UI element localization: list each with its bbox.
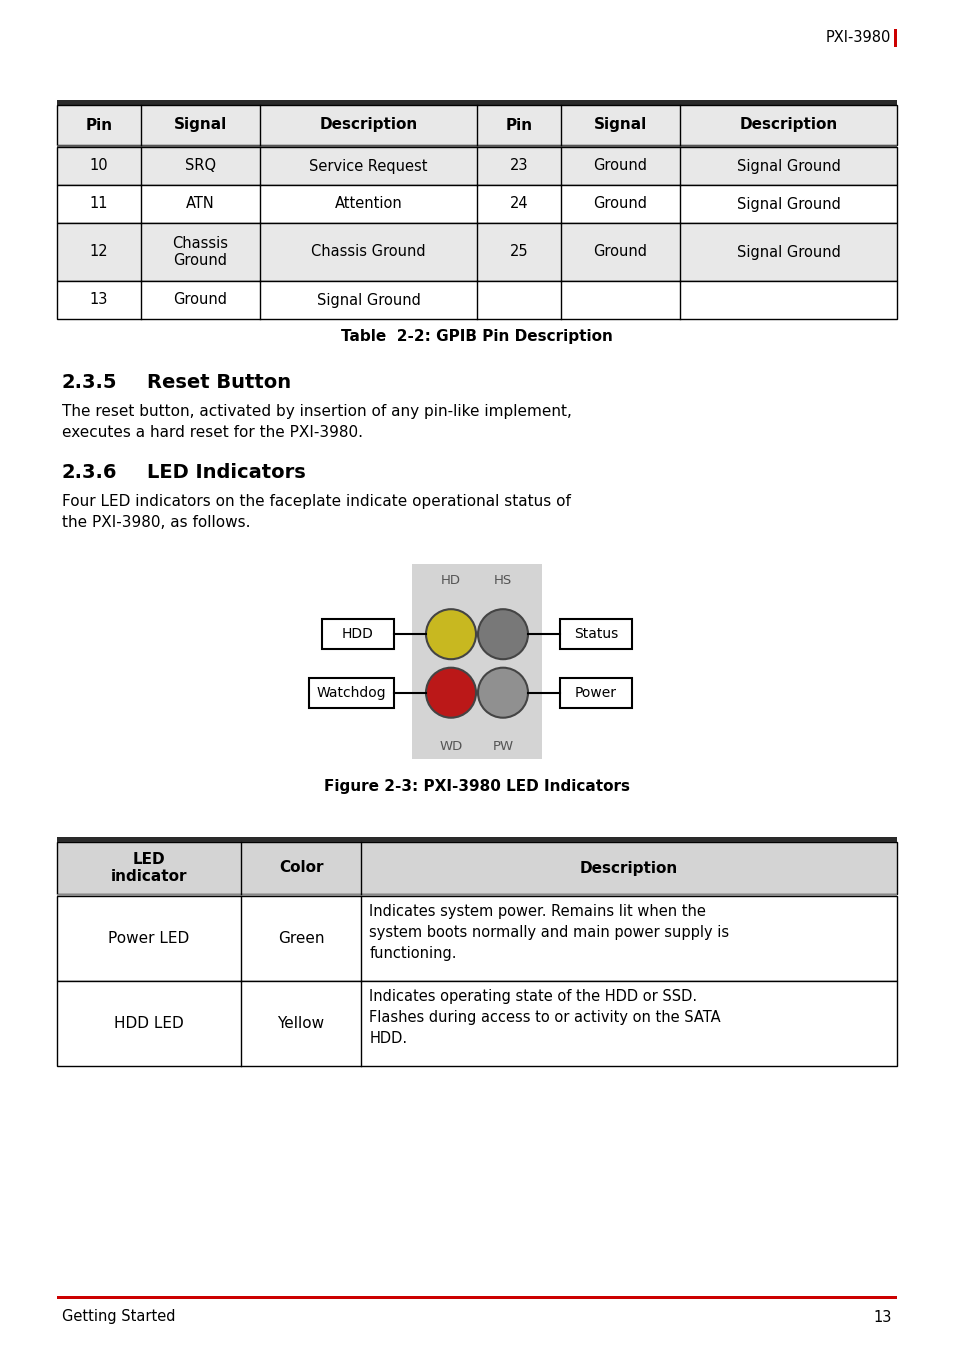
Bar (893, 28, 896, 47)
Text: 25: 25 (509, 245, 528, 260)
Text: PW: PW (492, 741, 513, 753)
Text: Ground: Ground (593, 196, 647, 211)
Text: Signal: Signal (593, 118, 646, 133)
Text: 12: 12 (90, 245, 108, 260)
Circle shape (426, 609, 476, 659)
Text: Status: Status (574, 627, 618, 642)
Text: Ground: Ground (173, 292, 227, 307)
Bar (322, 619, 394, 649)
Text: Reset Button: Reset Button (147, 372, 291, 391)
Bar (57, 896, 896, 982)
Bar (559, 678, 631, 708)
Text: Signal: Signal (173, 118, 227, 133)
Text: Ground: Ground (593, 158, 647, 173)
Circle shape (426, 668, 476, 718)
Text: Service Request: Service Request (309, 158, 427, 173)
Bar (57, 145, 896, 148)
Bar (57, 1296, 896, 1298)
Text: LED Indicators: LED Indicators (147, 463, 305, 482)
Text: Pin: Pin (505, 118, 532, 133)
Text: Power: Power (575, 685, 617, 700)
Text: Color: Color (278, 861, 323, 876)
Bar (57, 106, 896, 145)
Text: Signal Ground: Signal Ground (736, 245, 840, 260)
Bar (309, 678, 394, 708)
Text: PXI-3980: PXI-3980 (824, 31, 890, 46)
Text: 11: 11 (90, 196, 108, 211)
Text: Chassis Ground: Chassis Ground (311, 245, 425, 260)
Bar (57, 185, 896, 223)
Text: HS: HS (494, 574, 512, 586)
Text: Figure 2-3: PXI-3980 LED Indicators: Figure 2-3: PXI-3980 LED Indicators (324, 780, 629, 795)
Bar (559, 619, 631, 649)
Text: Getting Started: Getting Started (62, 1309, 175, 1324)
Text: Pin: Pin (85, 118, 112, 133)
Text: WD: WD (439, 741, 462, 753)
Text: Yellow: Yellow (277, 1016, 324, 1030)
Text: Description: Description (579, 861, 678, 876)
Text: 2.3.5: 2.3.5 (62, 372, 117, 391)
Bar (57, 282, 896, 320)
Bar (57, 894, 896, 896)
Text: 10: 10 (90, 158, 108, 173)
Text: Watchdog: Watchdog (316, 685, 386, 700)
Text: 23: 23 (509, 158, 528, 173)
Text: 2.3.6: 2.3.6 (62, 463, 117, 482)
Text: Indicates operating state of the HDD or SSD.
Flashes during access to or activit: Indicates operating state of the HDD or … (369, 988, 720, 1047)
Circle shape (477, 609, 527, 659)
Bar (57, 837, 896, 842)
Bar (57, 223, 896, 282)
Text: Indicates system power. Remains lit when the
system boots normally and main powe: Indicates system power. Remains lit when… (369, 904, 729, 961)
Text: Signal Ground: Signal Ground (736, 196, 840, 211)
Text: Green: Green (277, 932, 324, 946)
Bar (57, 100, 896, 106)
Bar (57, 982, 896, 1066)
Text: Table  2-2: GPIB Pin Description: Table 2-2: GPIB Pin Description (341, 329, 612, 344)
Text: Attention: Attention (335, 196, 402, 211)
Text: 13: 13 (90, 292, 108, 307)
Circle shape (477, 668, 527, 718)
Bar (412, 565, 541, 760)
Text: HDD: HDD (342, 627, 374, 642)
Text: Ground: Ground (593, 245, 647, 260)
Text: The reset button, activated by insertion of any pin-like implement,
executes a h: The reset button, activated by insertion… (62, 403, 571, 440)
Text: 13: 13 (873, 1309, 891, 1324)
Text: Power LED: Power LED (108, 932, 190, 946)
Text: HD: HD (440, 574, 460, 586)
Text: Signal Ground: Signal Ground (316, 292, 420, 307)
Bar (57, 842, 896, 894)
Text: ATN: ATN (186, 196, 214, 211)
Bar (57, 148, 896, 185)
Text: 24: 24 (509, 196, 528, 211)
Text: HDD LED: HDD LED (113, 1016, 184, 1030)
Text: Signal Ground: Signal Ground (736, 158, 840, 173)
Text: SRQ: SRQ (185, 158, 215, 173)
Text: Description: Description (739, 118, 837, 133)
Text: LED
indicator: LED indicator (111, 852, 187, 884)
Text: Four LED indicators on the faceplate indicate operational status of
the PXI-3980: Four LED indicators on the faceplate ind… (62, 494, 570, 529)
Text: Description: Description (319, 118, 417, 133)
Text: Chassis
Ground: Chassis Ground (172, 236, 228, 268)
